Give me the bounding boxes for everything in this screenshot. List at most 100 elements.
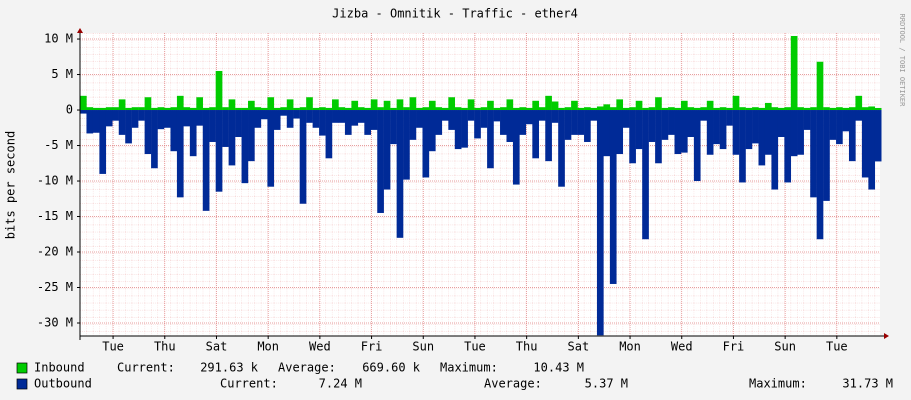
bar bbox=[493, 110, 501, 122]
bar bbox=[487, 100, 494, 111]
bar bbox=[325, 107, 333, 111]
bar bbox=[810, 110, 817, 198]
bar bbox=[848, 107, 856, 111]
bar bbox=[157, 110, 165, 130]
bar bbox=[325, 110, 333, 159]
bar bbox=[661, 107, 669, 111]
bar bbox=[603, 110, 611, 157]
bar bbox=[648, 110, 656, 142]
bar bbox=[86, 107, 94, 111]
bar bbox=[448, 110, 455, 130]
bar bbox=[241, 107, 249, 111]
bar bbox=[364, 110, 371, 135]
bar bbox=[164, 110, 171, 128]
bar bbox=[403, 110, 410, 180]
bar bbox=[680, 100, 688, 111]
bar bbox=[215, 110, 223, 192]
x-tick-label: Fri bbox=[361, 340, 383, 354]
bar bbox=[467, 99, 475, 111]
bar bbox=[422, 110, 430, 178]
bar bbox=[428, 110, 436, 152]
bar bbox=[92, 107, 100, 111]
y-tick-label: -20 M bbox=[37, 245, 73, 259]
bar bbox=[790, 110, 798, 157]
bar bbox=[338, 110, 346, 123]
x-tick-label: Sun bbox=[774, 340, 796, 354]
bar bbox=[196, 97, 203, 111]
bar bbox=[764, 110, 772, 155]
bar bbox=[823, 110, 830, 201]
legend-stat-value: 7.24 M bbox=[319, 377, 362, 391]
bar bbox=[144, 97, 152, 111]
bar bbox=[228, 110, 236, 166]
bar bbox=[461, 110, 468, 148]
bar bbox=[861, 107, 869, 111]
bar bbox=[151, 107, 158, 111]
bar bbox=[105, 110, 113, 127]
bar bbox=[590, 110, 598, 121]
bar bbox=[874, 110, 882, 162]
bar bbox=[635, 100, 643, 111]
bar bbox=[622, 110, 630, 128]
bar bbox=[170, 110, 178, 152]
bar bbox=[454, 107, 462, 111]
chart-title: Jizba - Omnitik - Traffic - ether4 bbox=[332, 7, 578, 21]
bar bbox=[680, 110, 688, 153]
bar bbox=[383, 110, 391, 190]
bar bbox=[642, 107, 649, 111]
x-tick-label: Sat bbox=[206, 340, 228, 354]
bar bbox=[752, 107, 759, 111]
bar bbox=[816, 61, 824, 111]
legend-stat-label: Current: bbox=[220, 377, 278, 391]
bar bbox=[577, 110, 585, 135]
legend-stat-value: 291.63 k bbox=[200, 361, 259, 375]
x-tick-label: Tue bbox=[464, 340, 486, 354]
bar bbox=[829, 107, 837, 111]
y-tick-label: 0 bbox=[66, 103, 73, 117]
bar bbox=[286, 99, 294, 111]
bar bbox=[642, 110, 649, 240]
bar bbox=[183, 107, 191, 111]
bar bbox=[80, 95, 87, 111]
bar bbox=[564, 107, 572, 111]
bar bbox=[267, 97, 275, 111]
bar bbox=[726, 110, 733, 126]
bar bbox=[396, 99, 404, 111]
bar bbox=[286, 110, 294, 128]
bar bbox=[344, 107, 352, 111]
bar bbox=[273, 107, 281, 111]
bar bbox=[299, 110, 307, 204]
bar bbox=[377, 107, 384, 111]
bar bbox=[293, 110, 300, 119]
bar bbox=[215, 70, 223, 111]
bar bbox=[545, 95, 552, 111]
bar bbox=[448, 97, 455, 111]
bar bbox=[467, 110, 475, 121]
bar bbox=[810, 107, 817, 111]
bar bbox=[480, 110, 488, 128]
bar bbox=[868, 106, 876, 111]
bar bbox=[635, 110, 643, 150]
bar bbox=[176, 95, 184, 111]
bar bbox=[183, 110, 191, 127]
bar bbox=[86, 110, 94, 134]
bar bbox=[189, 107, 197, 111]
bar bbox=[687, 110, 695, 138]
bar bbox=[745, 110, 753, 150]
bar bbox=[319, 110, 326, 136]
bar bbox=[655, 110, 662, 164]
bar bbox=[758, 107, 766, 111]
x-tick-label: Wed bbox=[671, 340, 693, 354]
bar bbox=[396, 110, 404, 238]
bar bbox=[332, 110, 339, 123]
bar bbox=[357, 110, 365, 123]
bar bbox=[370, 99, 378, 111]
bar bbox=[545, 110, 552, 162]
bar bbox=[726, 107, 733, 111]
legend-swatch bbox=[16, 378, 28, 390]
bar bbox=[267, 110, 275, 187]
bar bbox=[280, 107, 287, 111]
minor-grid bbox=[80, 33, 880, 336]
bar bbox=[461, 107, 468, 111]
